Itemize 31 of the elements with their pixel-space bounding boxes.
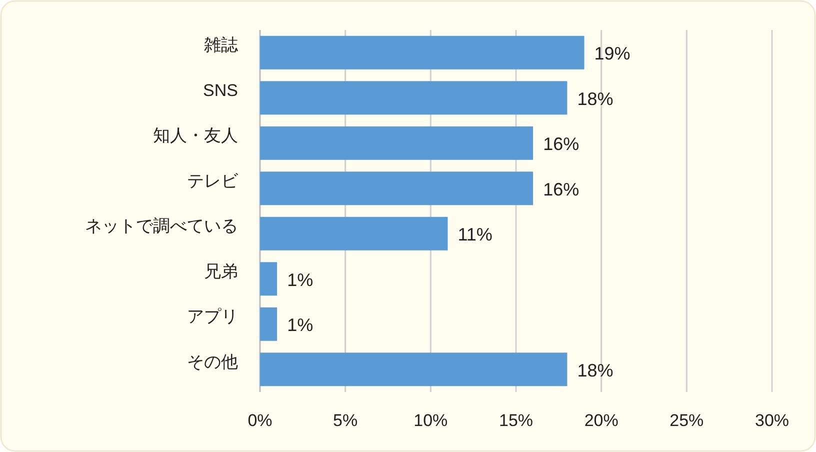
x-tick-label: 15% bbox=[498, 411, 534, 430]
data-label: 19% bbox=[594, 44, 630, 64]
x-tick-label: 20% bbox=[584, 411, 618, 430]
x-tick-label: 5% bbox=[333, 411, 358, 430]
data-label: 16% bbox=[543, 179, 580, 200]
bar bbox=[260, 307, 278, 341]
x-tick-label: 0% bbox=[248, 411, 272, 430]
x-tick-label: 25% bbox=[670, 411, 704, 430]
y-tick-label: 雑誌 bbox=[204, 36, 238, 55]
y-tick-label: SNS bbox=[203, 80, 238, 100]
bar bbox=[260, 126, 534, 160]
bar bbox=[260, 172, 534, 206]
y-tick-label: 兄弟 bbox=[204, 262, 238, 281]
data-label: 11% bbox=[458, 224, 492, 245]
bar bbox=[260, 262, 278, 296]
y-tick-label: ネットで調べている bbox=[85, 216, 238, 236]
bar bbox=[260, 216, 448, 250]
bar bbox=[260, 352, 568, 386]
data-label: 18% bbox=[577, 360, 614, 380]
bar bbox=[260, 81, 568, 115]
y-tick-label: その他 bbox=[187, 352, 238, 372]
bar bbox=[260, 36, 584, 70]
x-tick-label: 30% bbox=[754, 411, 790, 430]
data-label: 18% bbox=[577, 88, 614, 109]
data-label: 16% bbox=[543, 134, 580, 154]
x-tick-label: 10% bbox=[414, 411, 448, 430]
y-tick-label: 知人・友人 bbox=[153, 126, 238, 146]
y-tick-label: アプリ bbox=[187, 307, 238, 326]
y-tick-label: テレビ bbox=[187, 171, 239, 190]
data-label: 1% bbox=[287, 270, 314, 290]
data-label: 1% bbox=[287, 315, 314, 336]
